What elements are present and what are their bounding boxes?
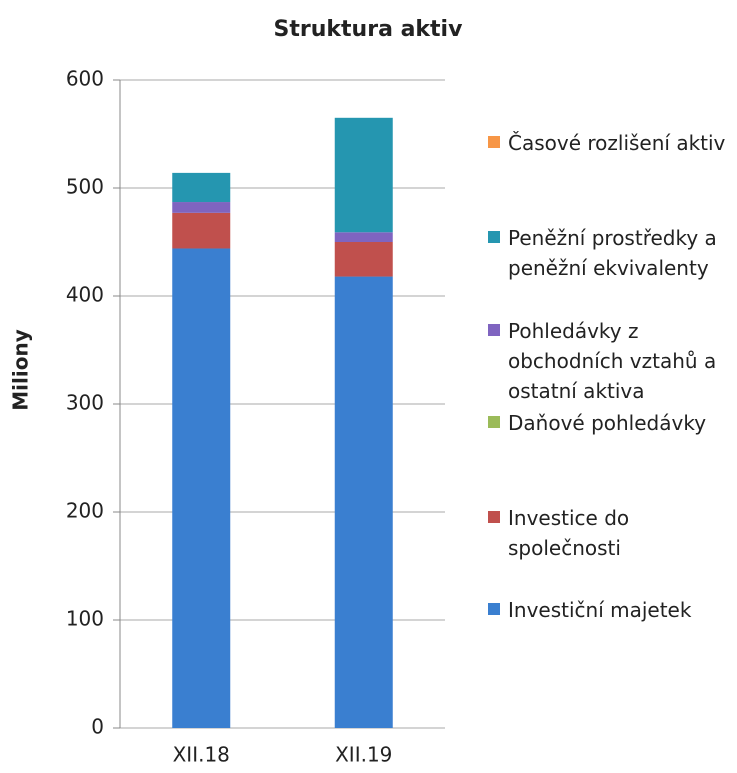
bar-segment <box>172 202 231 213</box>
y-tick-label: 100 <box>66 607 104 631</box>
legend-label: Pohledávky z obchodních vztahů a ostatní… <box>508 319 717 403</box>
legend-swatch <box>488 324 500 336</box>
y-tick-label: 400 <box>66 283 104 307</box>
y-tick-label: 0 <box>91 715 104 739</box>
bar-segment <box>334 117 393 233</box>
legend-item: Investiční majetek <box>488 595 737 625</box>
legend-item: Peněžní prostředky a peněžní ekvivalenty <box>488 223 737 283</box>
legend-label: Časové rozlišení aktiv <box>508 131 726 155</box>
x-tick-label: XII.19 <box>335 743 392 767</box>
x-tick-label: XII.18 <box>173 743 230 767</box>
legend-swatch <box>488 603 500 615</box>
bar-segment <box>334 276 393 728</box>
legend-item: Investice do společnosti <box>488 503 737 563</box>
chart-title: Struktura aktiv <box>274 17 464 42</box>
legend-item: Daňové pohledávky <box>488 408 737 438</box>
legend-label: Daňové pohledávky <box>508 411 707 435</box>
y-tick-label: 300 <box>66 391 104 415</box>
bar-segment <box>172 172 231 203</box>
bar-segment <box>172 212 231 249</box>
legend-label: Investice do společnosti <box>508 506 630 560</box>
legend-label: Investiční majetek <box>508 598 692 622</box>
legend-swatch <box>488 136 500 148</box>
y-tick-label: 500 <box>66 175 104 199</box>
bar-segment <box>334 232 393 242</box>
legend-label: Peněžní prostředky a peněžní ekvivalenty <box>508 226 717 280</box>
bar-segment <box>172 248 231 729</box>
legend-item: Časové rozlišení aktiv <box>488 128 737 158</box>
y-axis-label: Miliony <box>9 329 33 410</box>
bar-segment <box>334 242 393 277</box>
legend-swatch <box>488 416 500 428</box>
legend-swatch <box>488 511 500 523</box>
y-tick-label: 200 <box>66 499 104 523</box>
y-tick-label: 600 <box>66 67 104 91</box>
legend-item: Pohledávky z obchodních vztahů a ostatní… <box>488 316 737 406</box>
legend-swatch <box>488 231 500 243</box>
